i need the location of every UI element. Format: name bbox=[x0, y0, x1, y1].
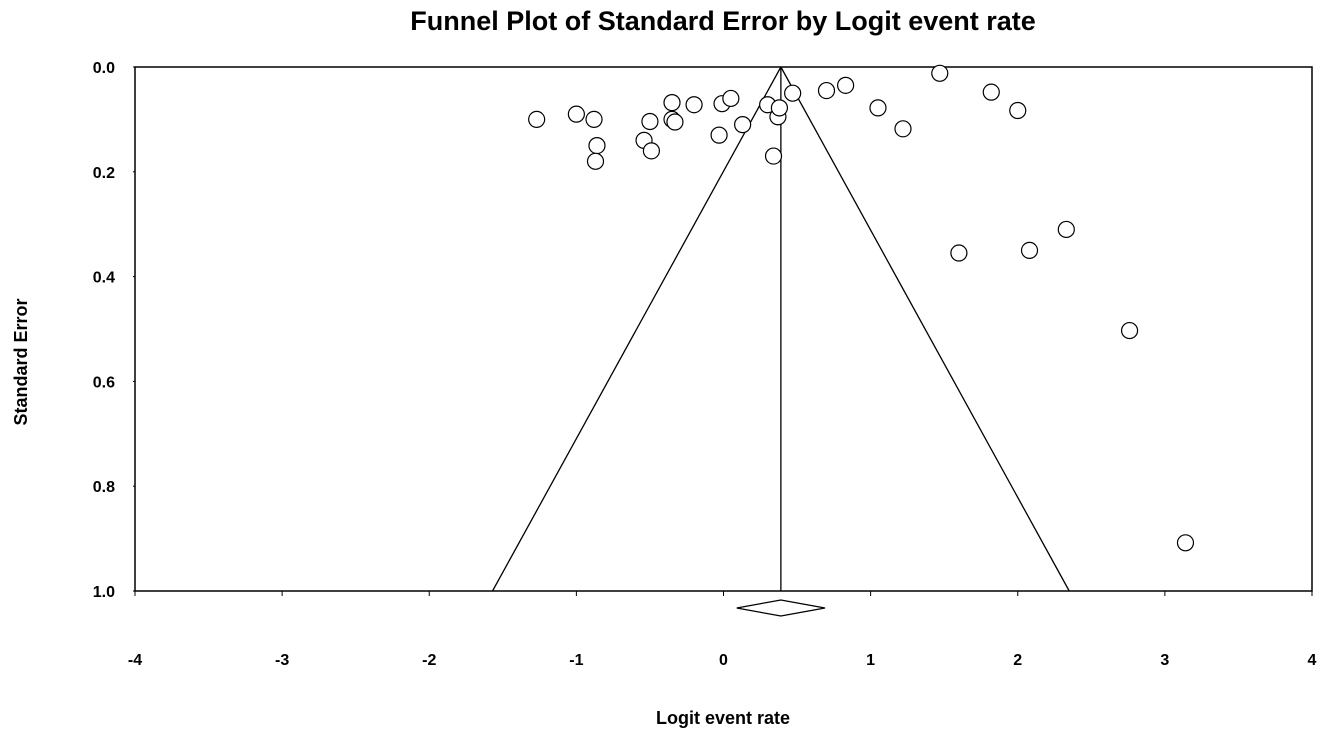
summary-diamond bbox=[736, 599, 826, 617]
x-tick-label: -4 bbox=[128, 652, 142, 669]
funnel-lines bbox=[491, 66, 1070, 592]
data-point bbox=[982, 83, 1000, 101]
x-axis-label: Logit event rate bbox=[656, 708, 790, 728]
data-point bbox=[734, 116, 752, 134]
x-tick-label: 3 bbox=[1160, 652, 1169, 669]
data-points bbox=[528, 64, 1195, 552]
data-point bbox=[586, 152, 605, 170]
data-point bbox=[722, 89, 740, 108]
data-point bbox=[817, 81, 836, 100]
data-point bbox=[585, 110, 603, 129]
funnel-left-line bbox=[491, 66, 782, 592]
y-axis-label: Standard Error bbox=[11, 298, 31, 425]
y-tick-label: 0.8 bbox=[93, 479, 115, 496]
data-point bbox=[1009, 101, 1027, 120]
data-point bbox=[528, 110, 546, 129]
data-point bbox=[641, 112, 659, 131]
data-point bbox=[931, 64, 949, 82]
y-tick-label: 0.6 bbox=[93, 374, 115, 391]
data-point bbox=[685, 96, 703, 114]
data-point bbox=[666, 113, 684, 131]
data-point bbox=[764, 147, 783, 165]
x-tick-label: 1 bbox=[866, 652, 875, 669]
chart-title: Funnel Plot of Standard Error by Logit e… bbox=[410, 6, 1036, 36]
x-axis-ticks: -4 -3 -2 -1 0 1 2 3 4 bbox=[128, 591, 1317, 669]
data-point bbox=[1176, 534, 1195, 552]
x-tick-label: -3 bbox=[275, 652, 289, 669]
data-point bbox=[710, 126, 728, 144]
y-tick-label: 0.4 bbox=[93, 270, 115, 287]
data-point bbox=[837, 76, 855, 94]
x-tick-label: -2 bbox=[422, 652, 436, 669]
data-point bbox=[784, 84, 802, 102]
data-point bbox=[770, 99, 789, 117]
y-tick-label: 0.2 bbox=[93, 165, 115, 182]
data-point bbox=[1120, 321, 1139, 340]
y-tick-label: 1.0 bbox=[93, 584, 115, 601]
data-point bbox=[1020, 241, 1039, 259]
summary-diamond-group bbox=[736, 599, 826, 617]
x-tick-label: 2 bbox=[1013, 652, 1022, 669]
data-point bbox=[567, 105, 585, 123]
data-point bbox=[869, 99, 887, 117]
y-tick-label: 0.0 bbox=[93, 60, 115, 77]
data-point bbox=[642, 142, 661, 160]
data-point bbox=[1057, 220, 1075, 239]
data-point bbox=[950, 244, 968, 262]
data-point bbox=[663, 94, 681, 112]
data-point bbox=[588, 137, 606, 155]
y-axis-ticks: 0.0 0.2 0.4 0.6 0.8 1.0 bbox=[93, 60, 135, 601]
funnel-right-line bbox=[780, 66, 1070, 592]
data-point bbox=[894, 120, 912, 138]
x-tick-label: -1 bbox=[569, 652, 583, 669]
x-tick-label: 4 bbox=[1308, 652, 1317, 669]
x-tick-label: 0 bbox=[719, 652, 728, 669]
